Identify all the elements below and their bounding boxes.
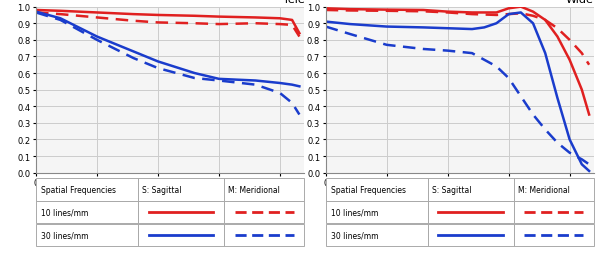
Text: S: Sagittal: S: Sagittal [142, 185, 182, 194]
Text: M: Meridional: M: Meridional [518, 185, 569, 194]
Legend: S10, M10, S30, M30: S10, M10, S30, M30 [361, 189, 559, 205]
Legend: S10, M10, S30, M30: S10, M10, S30, M30 [71, 189, 269, 205]
Text: 10 lines/mm: 10 lines/mm [331, 208, 378, 217]
Text: Wide: Wide [566, 0, 594, 6]
Text: Spatial Frequencies: Spatial Frequencies [41, 185, 116, 194]
Text: Tele: Tele [283, 0, 304, 6]
Text: M: Meridional: M: Meridional [228, 185, 280, 194]
Text: Spatial Frequencies: Spatial Frequencies [331, 185, 406, 194]
Text: 30 lines/mm: 30 lines/mm [41, 231, 89, 240]
Text: S: Sagittal: S: Sagittal [432, 185, 472, 194]
Text: 10 lines/mm: 10 lines/mm [41, 208, 88, 217]
Text: 30 lines/mm: 30 lines/mm [331, 231, 379, 240]
